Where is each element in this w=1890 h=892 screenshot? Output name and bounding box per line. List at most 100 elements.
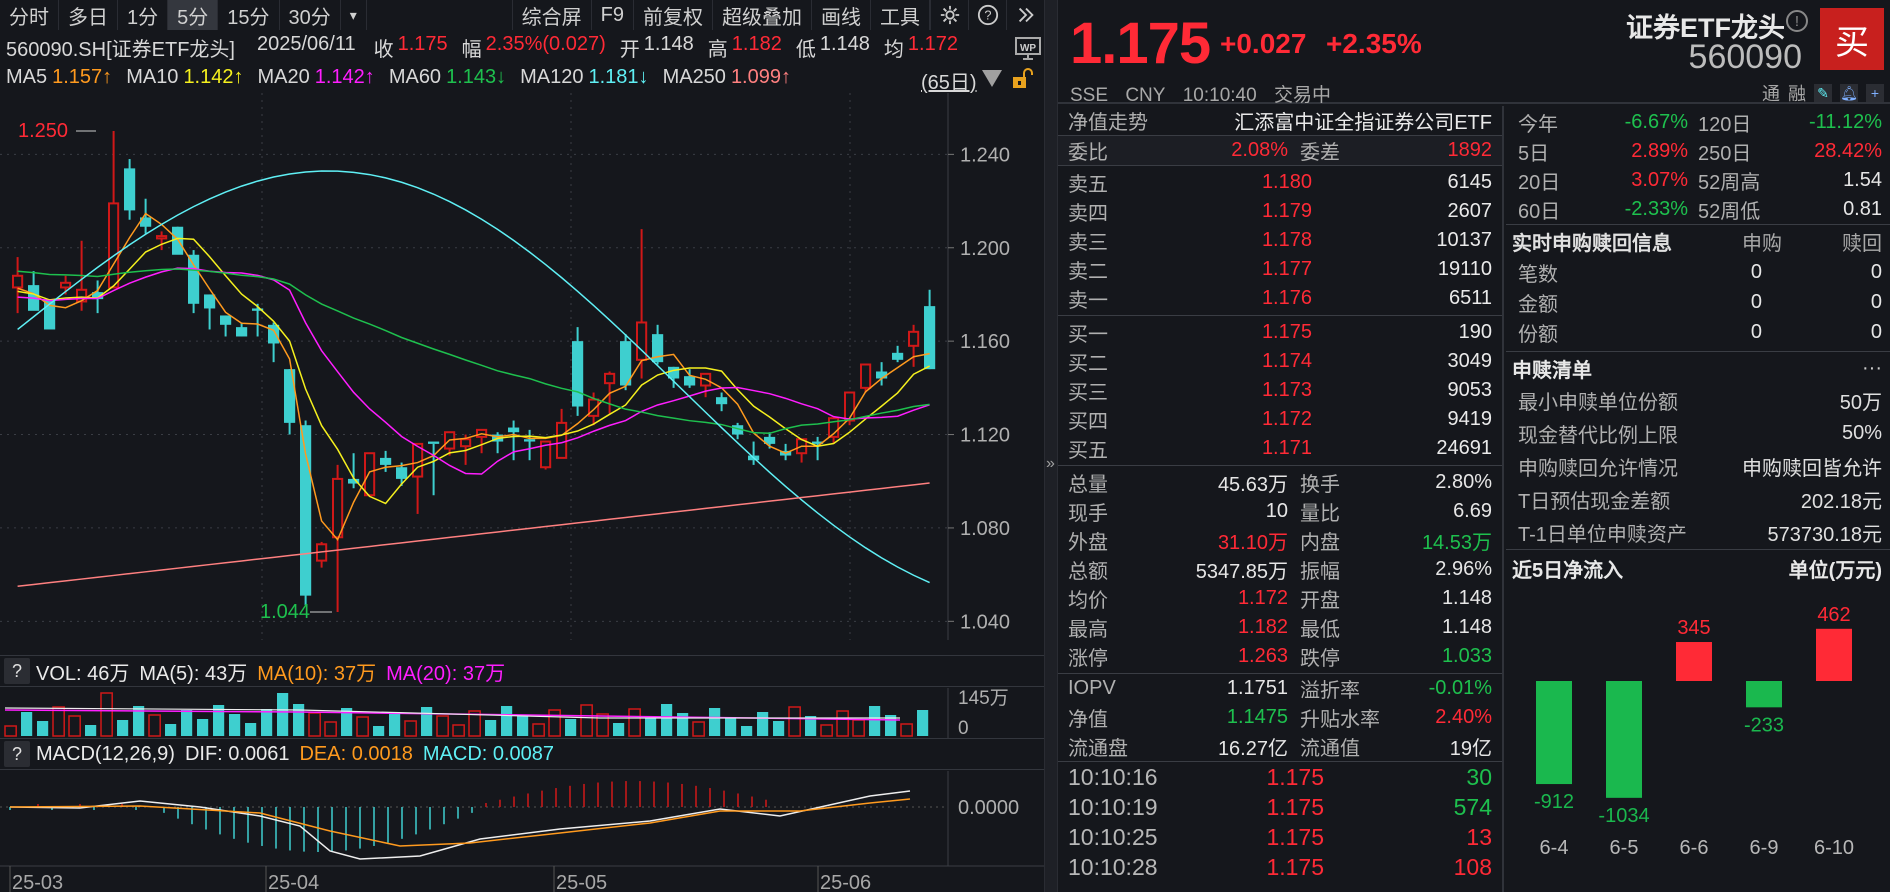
- macd-chart[interactable]: 0.0000 25-03 25-04 25-05 25-06: [0, 771, 1044, 892]
- candlestick-chart[interactable]: 1.250 1.044 1.240 1.200 1.160 1.120 1.080 1.04…: [0, 93, 1044, 640]
- ask-level[interactable]: 卖五 1.180 6145: [1058, 168, 1502, 197]
- tick-volume: 574: [1453, 793, 1492, 820]
- ask-level[interactable]: 卖一 1.176 6511: [1058, 284, 1502, 313]
- ask-level[interactable]: 卖四 1.179 2607: [1058, 197, 1502, 226]
- performance-row: 今年 -6.67% 120日 -11.12%: [1506, 108, 1890, 137]
- svg-text:25-03: 25-03: [12, 872, 63, 892]
- quote-panel: 1.175 +0.027 +2.35% SSE CNY 10:10:40 交易中…: [1058, 0, 1890, 892]
- stat-value: 0.81: [1843, 198, 1882, 220]
- forward-adjust-button[interactable]: 前复权: [634, 0, 713, 30]
- tab-1min[interactable]: 1分: [118, 0, 169, 30]
- ma5-label: MA5: [6, 66, 48, 88]
- period-dropdown-icon[interactable]: [982, 70, 1002, 87]
- tick-volume: 30: [1466, 763, 1492, 790]
- more-icon[interactable]: ···: [1862, 356, 1882, 379]
- creation-red: 0: [1870, 260, 1882, 283]
- stat-label: 流通盘: [1068, 738, 1128, 760]
- svg-text:WP: WP: [1020, 43, 1036, 54]
- price-change: +0.027: [1220, 28, 1307, 59]
- bid-level[interactable]: 买二 1.174 3049: [1058, 347, 1502, 376]
- bid-level[interactable]: 买四 1.172 9419: [1058, 405, 1502, 434]
- gear-icon[interactable]: [930, 0, 968, 30]
- macd-title: MACD(12,26,9): [36, 742, 175, 765]
- high-value: 1.182: [731, 33, 782, 55]
- tick-price: 1.175: [1266, 823, 1324, 850]
- bid-level[interactable]: 买五 1.171 24691: [1058, 434, 1502, 463]
- nav-row[interactable]: 净值走势 汇添富中证全指证券公司ETF: [1058, 106, 1502, 136]
- stat-row: 均价 1.172 开盘 1.148: [1058, 584, 1502, 613]
- svg-text:1.160: 1.160: [960, 331, 1010, 353]
- buy-button[interactable]: 买: [1820, 8, 1884, 70]
- stat-value: 1.148: [1441, 587, 1492, 609]
- pencil-icon[interactable]: ✎: [1814, 84, 1832, 102]
- stat-label: 5日: [1518, 143, 1550, 165]
- svg-text:-233: -233: [1744, 714, 1784, 736]
- tab-15min[interactable]: 15分: [218, 0, 280, 30]
- last-price: 1.175: [1070, 11, 1211, 76]
- creation-sub: 0: [1750, 320, 1762, 343]
- wp-icon[interactable]: WP: [1015, 36, 1041, 62]
- pcf-row: 申购赎回允许情况 申购赎回皆允许: [1506, 450, 1890, 483]
- vol-ma5: MA(5): 43万: [139, 662, 248, 685]
- stat-label: 20日: [1518, 172, 1561, 194]
- stat-label: 振幅: [1300, 561, 1340, 583]
- creation-sub: 0: [1750, 260, 1762, 283]
- stat-value: 1.1751: [1226, 677, 1288, 699]
- more-periods-button[interactable]: ▾: [341, 0, 367, 30]
- bid-level[interactable]: 买三 1.173 9053: [1058, 376, 1502, 405]
- level-volume: 3049: [1447, 350, 1493, 372]
- stat-row: 外盘 31.10万 内盘 14.53万: [1058, 526, 1502, 555]
- tab-5min[interactable]: 5分: [168, 0, 219, 30]
- tick-volume: 13: [1466, 823, 1492, 850]
- expand-icon[interactable]: [1006, 0, 1044, 30]
- overlay-button[interactable]: 超级叠加: [713, 0, 812, 30]
- tab-fenshi[interactable]: 分时: [0, 0, 59, 30]
- collapse-icon[interactable]: »: [1046, 455, 1055, 472]
- volume-chart[interactable]: 145万 0: [0, 688, 1044, 738]
- fund-stat-row: IOPV 1.1751 溢折率 -0.01%: [1058, 674, 1502, 703]
- level-price: 1.174: [1261, 350, 1312, 372]
- creation-red: 0: [1870, 290, 1882, 313]
- ask-level[interactable]: 卖二 1.177 19110: [1058, 255, 1502, 284]
- help-button[interactable]: ?: [4, 658, 30, 684]
- tick-time: 10:10:25: [1068, 823, 1158, 850]
- stat-label: 升贴水率: [1300, 709, 1380, 731]
- svg-text:0.0000: 0.0000: [958, 797, 1019, 819]
- level-volume: 190: [1458, 321, 1492, 343]
- stat-value: 5347.85万: [1195, 561, 1288, 583]
- stat-label: 开盘: [1300, 590, 1340, 612]
- level-price: 1.179: [1261, 200, 1312, 222]
- tab-30min[interactable]: 30分: [280, 0, 341, 30]
- tab-duori[interactable]: 多日: [59, 0, 118, 30]
- add-icon[interactable]: +: [1866, 84, 1884, 102]
- performance-row: 5日 2.89% 250日 28.42%: [1506, 137, 1890, 166]
- pcf-value: 50%: [1841, 422, 1882, 444]
- creation-title: 实时申购赎回信息: [1512, 232, 1672, 255]
- draw-line-button[interactable]: 画线: [812, 0, 871, 30]
- bell-icon[interactable]: 🔔︎: [1840, 84, 1858, 102]
- ask-level[interactable]: 卖三 1.178 10137: [1058, 226, 1502, 255]
- netflow-unit: 单位(万元): [1788, 559, 1882, 582]
- level-volume: 9419: [1447, 408, 1493, 430]
- info-icon[interactable]: !: [1786, 10, 1808, 32]
- bid-level[interactable]: 买一 1.175 190: [1058, 318, 1502, 347]
- stat-value: 2.40%: [1435, 706, 1492, 728]
- unlock-icon[interactable]: [1011, 68, 1033, 90]
- tick-price: 1.175: [1266, 793, 1324, 820]
- f9-button[interactable]: F9: [592, 0, 634, 30]
- svg-text:1.080: 1.080: [960, 518, 1010, 540]
- help-icon[interactable]: ?: [968, 0, 1006, 30]
- help-button[interactable]: ?: [4, 741, 30, 767]
- composite-screen-button[interactable]: 综合屏: [511, 0, 592, 30]
- weicha-label: 委差: [1300, 142, 1340, 164]
- stat-label: 52周高: [1698, 172, 1761, 194]
- pcf-row: T-1日单位申赎资产 573730.18元: [1506, 516, 1890, 549]
- ma60-label: MA60: [388, 66, 442, 88]
- period-selector[interactable]: (65日): [921, 72, 977, 94]
- panel-divider[interactable]: »: [1044, 0, 1058, 892]
- pcf-value: 申购赎回皆允许: [1742, 458, 1882, 480]
- stat-label: 流通值: [1300, 738, 1360, 760]
- tools-button[interactable]: 工具: [871, 0, 930, 30]
- creation-col-red: 赎回: [1842, 232, 1882, 255]
- level-volume: 2607: [1447, 200, 1493, 222]
